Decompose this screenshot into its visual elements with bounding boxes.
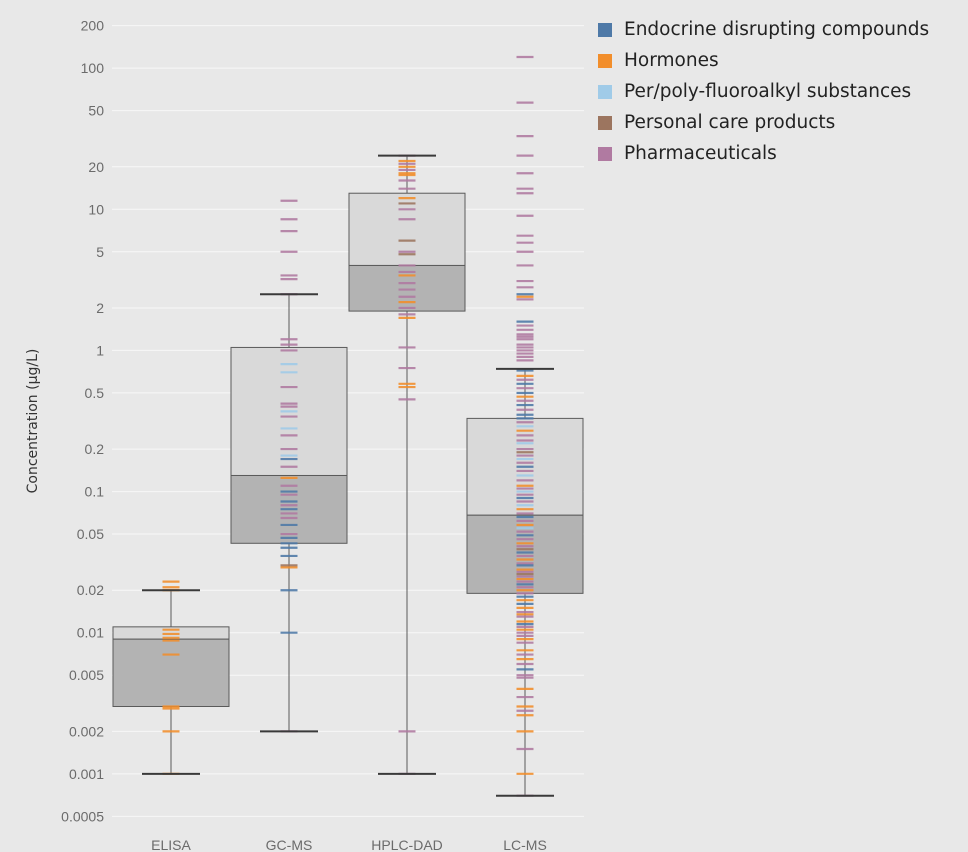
legend: Endocrine disrupting compounds Hormones Pe… [598, 14, 929, 169]
y-axis-ticks: 0.0005 0.001 0.002 0.005 0.01 0.02 0.05 0.1 0.2 0… [61, 18, 104, 825]
legend-swatch [598, 22, 612, 37]
y-tick-label: 2 [96, 300, 104, 316]
legend-item: Per/poly-fluoroalkyl substances [598, 76, 929, 107]
point-layer [162, 55, 534, 797]
legend-label: Per/poly-fluoroalkyl substances [624, 81, 912, 102]
y-tick-label: 0.002 [69, 723, 104, 739]
y-tick-label: 0.005 [69, 667, 104, 683]
box-lower-hplc-dad [348, 264, 466, 312]
y-tick-label: 0.5 [85, 385, 105, 401]
y-tick-label: 20 [88, 159, 104, 175]
y-tick-label: 0.05 [77, 526, 104, 542]
y-tick-label: 10 [88, 201, 104, 217]
legend-item: Personal care products [598, 107, 929, 138]
box-lower-elisa [112, 638, 230, 707]
y-tick-label: 0.01 [77, 625, 104, 641]
grid-lines [112, 25, 584, 817]
y-tick-label: 1 [96, 342, 104, 358]
x-category-label: ELISA [151, 837, 191, 852]
legend-label: Personal care products [624, 112, 836, 133]
y-axis-label: Concentration (µg/L) [25, 349, 41, 494]
x-category-label: LC-MS [503, 837, 547, 852]
whisker-layer [142, 154, 554, 797]
legend-swatch [598, 115, 612, 130]
legend-item: Hormones [598, 45, 929, 76]
x-axis-categories: ELISA GC-MS HPLC-DAD LC-MS [151, 837, 547, 852]
box-upper-gc-ms [230, 346, 348, 476]
y-tick-label: 0.2 [85, 441, 105, 457]
x-category-label: GC-MS [266, 837, 313, 852]
legend-swatch [598, 53, 612, 68]
x-category-label: HPLC-DAD [371, 837, 443, 852]
y-tick-label: 100 [81, 60, 105, 76]
legend-item: Endocrine disrupting compounds [598, 14, 929, 45]
y-tick-label: 0.0005 [61, 808, 104, 824]
legend-swatch [598, 146, 612, 161]
legend-swatch [598, 84, 612, 99]
y-tick-label: 50 [88, 103, 104, 119]
y-tick-label: 0.1 [85, 484, 105, 500]
y-tick-label: 200 [81, 18, 105, 34]
legend-label: Endocrine disrupting compounds [624, 19, 930, 40]
y-tick-label: 0.02 [77, 582, 104, 598]
y-tick-label: 5 [96, 244, 104, 260]
y-tick-label: 0.001 [69, 766, 104, 782]
legend-label: Hormones [624, 50, 719, 71]
legend-label: Pharmaceuticals [624, 143, 777, 164]
legend-item: Pharmaceuticals [598, 138, 929, 169]
